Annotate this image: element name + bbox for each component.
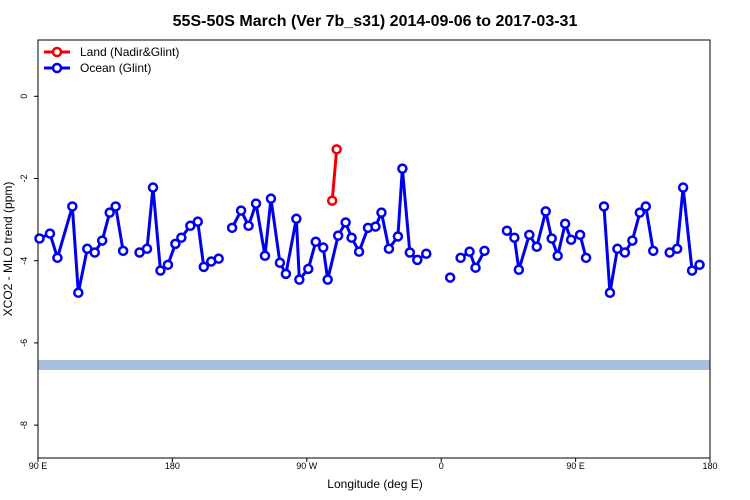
point bbox=[147, 182, 159, 193]
point bbox=[559, 218, 571, 229]
point bbox=[531, 241, 543, 252]
point bbox=[565, 234, 577, 246]
point bbox=[340, 217, 351, 228]
point bbox=[310, 236, 322, 248]
point bbox=[96, 235, 108, 246]
point bbox=[648, 245, 659, 257]
x-tick-label: 90 E bbox=[566, 461, 585, 471]
x-tick-label: 90 E bbox=[29, 461, 48, 471]
point bbox=[540, 206, 551, 217]
point bbox=[52, 252, 63, 264]
point bbox=[213, 253, 224, 264]
x-tick-label: 180 bbox=[165, 461, 180, 471]
point bbox=[34, 233, 45, 244]
legend-label: Land (Nadir&Glint) bbox=[80, 45, 179, 59]
x-tick-label: 90 W bbox=[296, 461, 318, 471]
point bbox=[67, 201, 78, 212]
point bbox=[383, 243, 395, 255]
point bbox=[479, 245, 490, 257]
x-tick-label: 180 bbox=[702, 461, 717, 471]
y-tick-label: -4 bbox=[19, 257, 29, 265]
point bbox=[170, 238, 181, 250]
point bbox=[274, 257, 286, 269]
point bbox=[686, 265, 698, 276]
x-axis-label: Longitude (deg E) bbox=[327, 477, 422, 491]
point bbox=[226, 222, 238, 234]
y-tick-label: 0 bbox=[19, 94, 29, 99]
legend-label: Ocean (Glint) bbox=[80, 61, 151, 75]
point bbox=[155, 265, 166, 276]
y-tick-label: -8 bbox=[19, 421, 29, 429]
point bbox=[265, 193, 277, 204]
point bbox=[243, 220, 254, 232]
point bbox=[117, 245, 129, 257]
point bbox=[421, 248, 432, 259]
point bbox=[44, 228, 56, 239]
point bbox=[294, 274, 305, 285]
point bbox=[580, 252, 592, 264]
point bbox=[322, 274, 333, 285]
point bbox=[574, 229, 586, 241]
point bbox=[634, 207, 646, 218]
y-tick-label: -6 bbox=[19, 339, 29, 347]
point bbox=[546, 233, 557, 244]
point bbox=[627, 235, 638, 246]
point bbox=[331, 144, 342, 155]
point bbox=[412, 254, 423, 266]
point bbox=[280, 268, 292, 280]
point bbox=[176, 232, 187, 243]
legend-marker bbox=[51, 46, 63, 58]
point bbox=[444, 272, 456, 283]
x-tick-label: 0 bbox=[439, 461, 444, 471]
point bbox=[677, 182, 689, 193]
plot-frame bbox=[37, 39, 711, 459]
point bbox=[513, 264, 525, 276]
point bbox=[694, 259, 705, 271]
point bbox=[464, 246, 475, 257]
y-axis-label: XCO2 - MLO trend (ppm) bbox=[1, 182, 15, 317]
point bbox=[501, 225, 513, 236]
point bbox=[640, 201, 652, 212]
point bbox=[397, 163, 408, 174]
point bbox=[346, 232, 357, 243]
point bbox=[185, 220, 196, 232]
point bbox=[110, 201, 121, 212]
point bbox=[141, 243, 153, 255]
point bbox=[392, 231, 404, 242]
point bbox=[353, 246, 365, 257]
point bbox=[524, 229, 535, 241]
point bbox=[259, 250, 271, 262]
point bbox=[598, 201, 610, 212]
legend-marker bbox=[51, 62, 63, 74]
point bbox=[552, 250, 563, 262]
point bbox=[303, 263, 314, 275]
point bbox=[162, 259, 174, 271]
chart-title: 55S-50S March (Ver 7b_s31) 2014-09-06 to… bbox=[173, 13, 578, 30]
point bbox=[250, 198, 262, 209]
point bbox=[291, 213, 302, 225]
point bbox=[370, 221, 381, 232]
point bbox=[455, 252, 466, 264]
point bbox=[235, 205, 247, 216]
coverage-band bbox=[38, 360, 710, 370]
point bbox=[317, 242, 329, 253]
point bbox=[73, 287, 84, 299]
point bbox=[198, 261, 210, 273]
point bbox=[470, 262, 481, 273]
y-tick-label: -2 bbox=[19, 175, 29, 183]
point bbox=[89, 247, 100, 258]
point bbox=[104, 207, 115, 218]
point bbox=[404, 247, 416, 258]
series-line bbox=[330, 149, 339, 201]
point bbox=[509, 232, 520, 243]
point bbox=[192, 216, 204, 227]
point bbox=[376, 207, 387, 218]
point bbox=[671, 243, 683, 255]
point bbox=[332, 230, 344, 241]
point bbox=[604, 287, 616, 299]
point bbox=[326, 195, 338, 206]
point bbox=[619, 247, 631, 258]
